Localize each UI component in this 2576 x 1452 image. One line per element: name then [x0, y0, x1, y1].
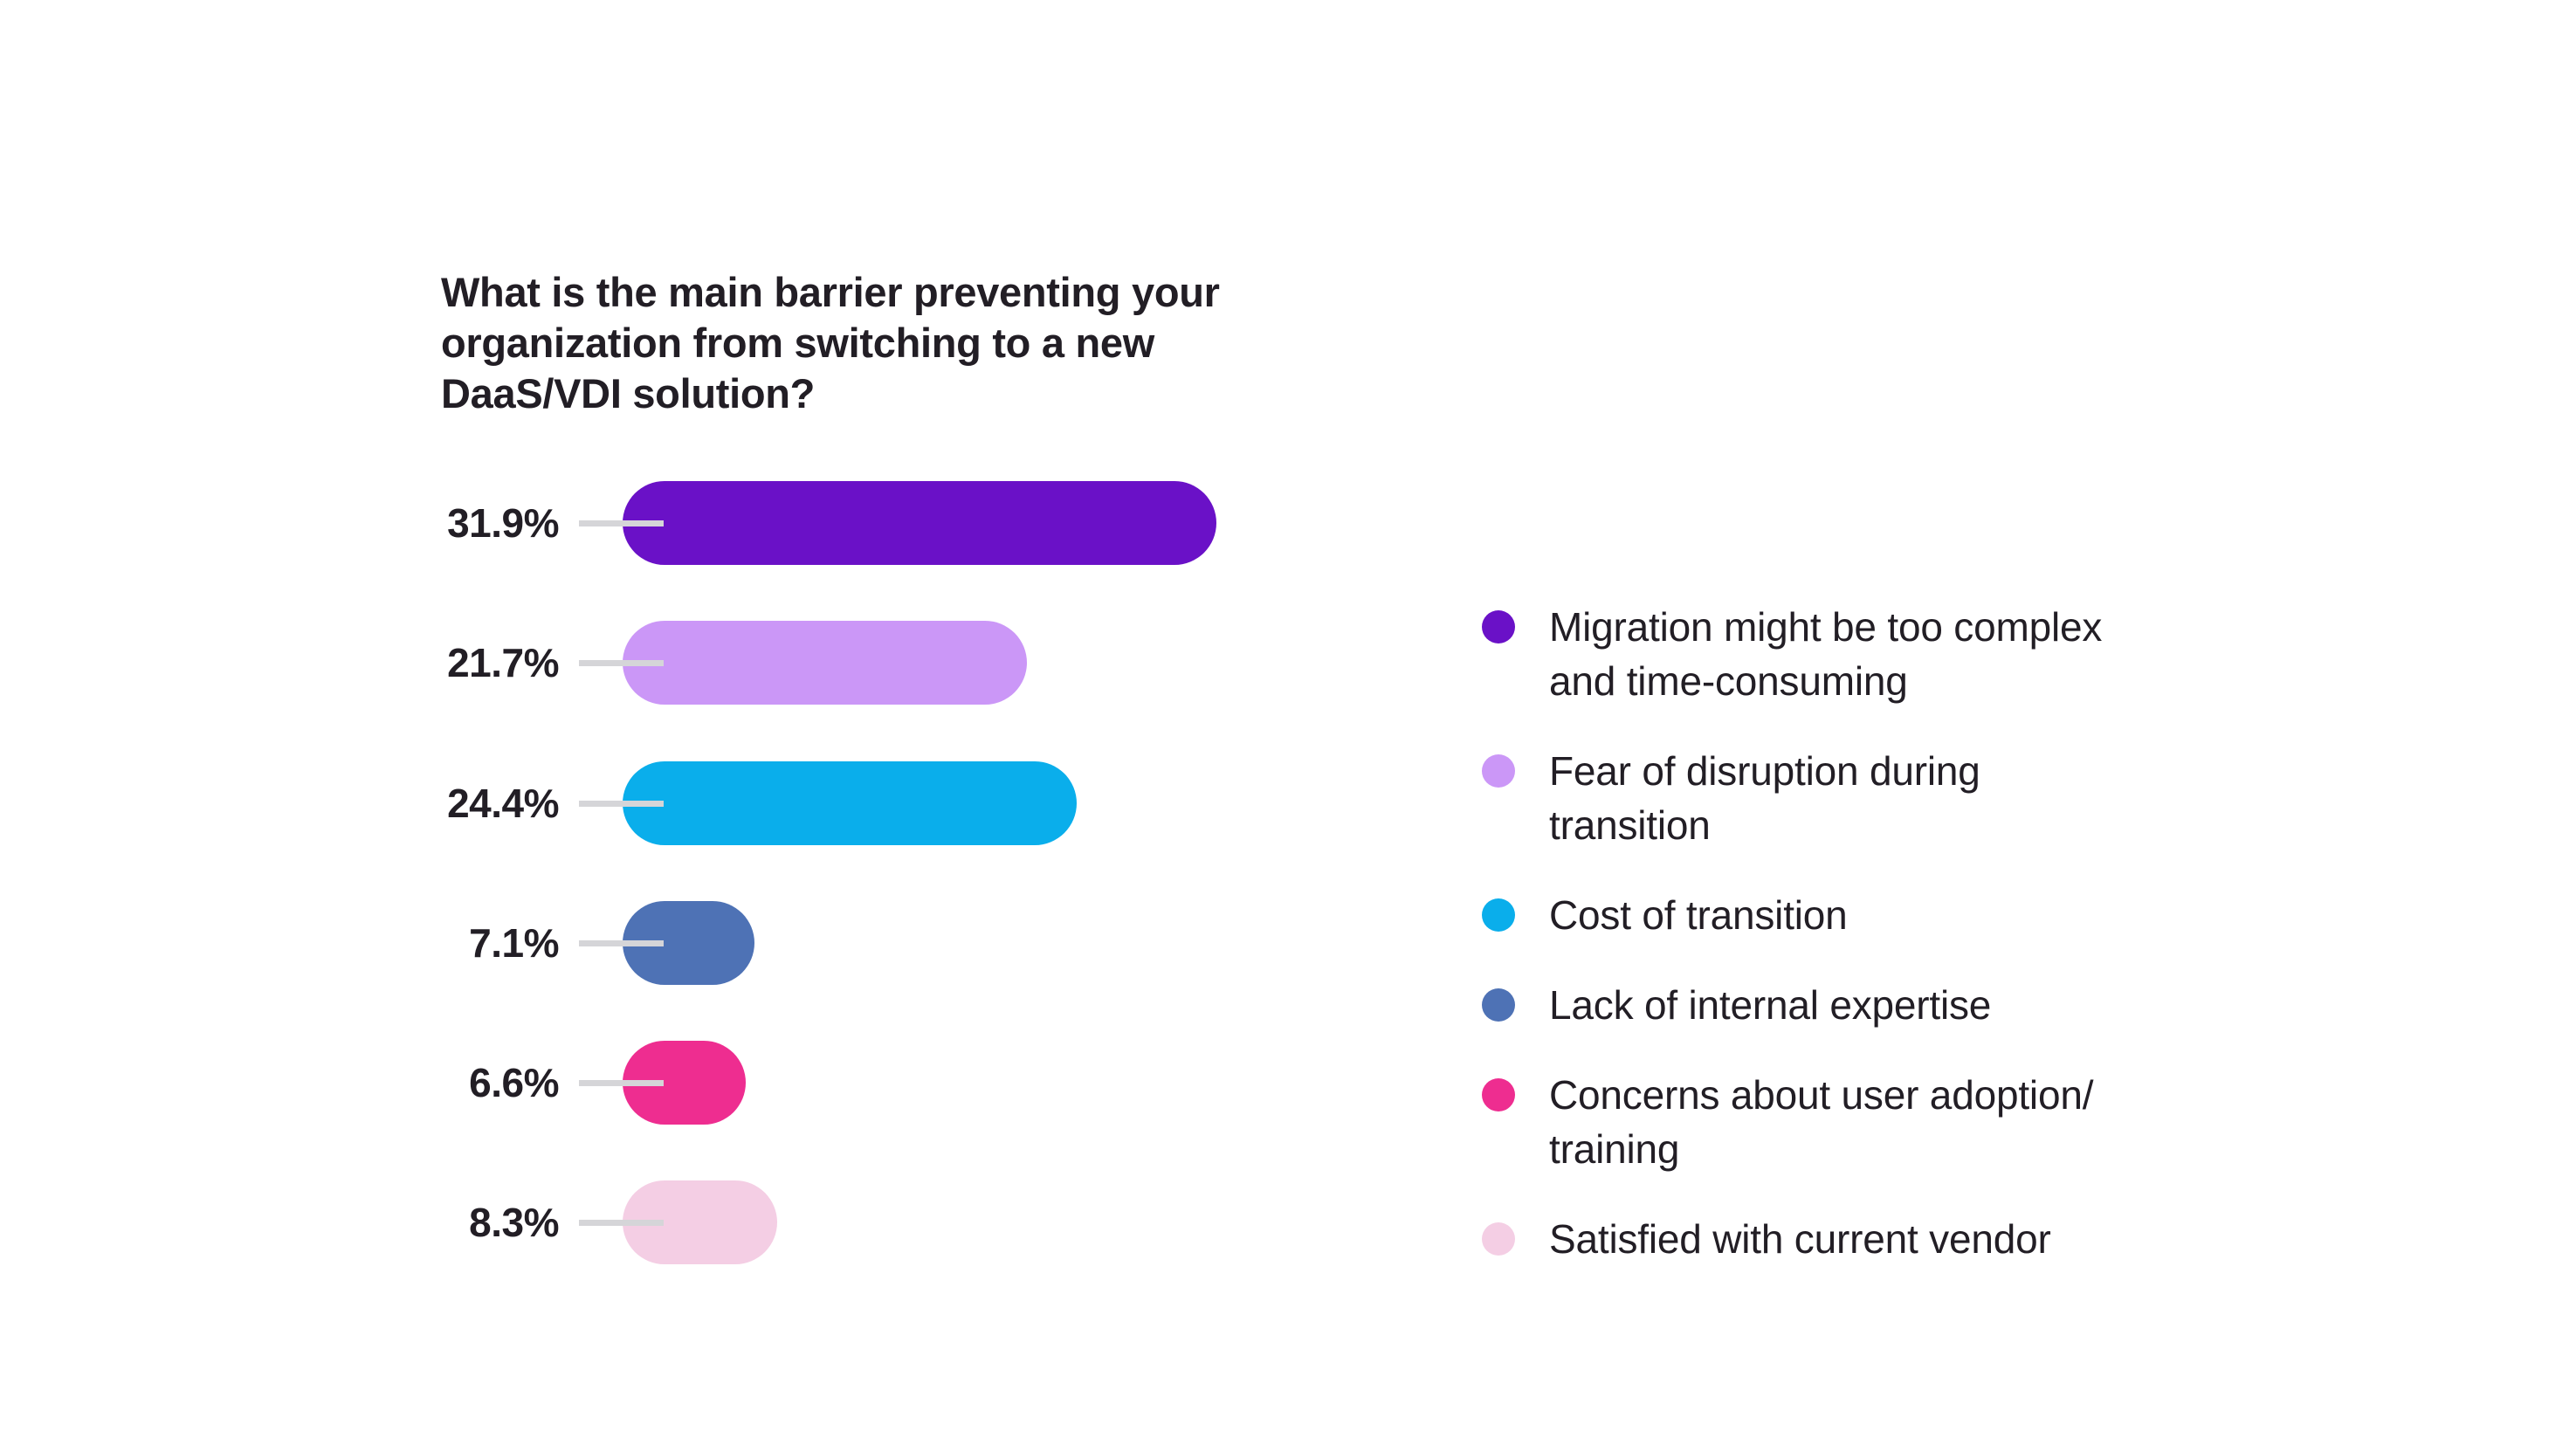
- legend-label-line: transition: [1549, 802, 1711, 848]
- bar-row: 24.4%: [0, 761, 1310, 845]
- bar-row: 7.1%: [0, 901, 1310, 985]
- legend-label-line: training: [1549, 1126, 1680, 1172]
- legend-item: Lack of internal expertise: [1482, 978, 2172, 1032]
- legend-label: Migration might be too complex and time-c…: [1549, 600, 2102, 708]
- bar-value-label: 8.3%: [469, 1200, 559, 1245]
- chart-title-line: DaaS/VDI solution?: [441, 370, 816, 416]
- bar-row: 31.9%: [0, 481, 1310, 565]
- legend-label-line: Cost of transition: [1549, 892, 1848, 938]
- chart-title: What is the main barrier preventing your…: [441, 267, 1297, 419]
- bar: [623, 761, 1077, 845]
- legend-item: Concerns about user adoption/training: [1482, 1068, 2172, 1176]
- legend-label-line: Concerns about user adoption/: [1549, 1072, 2094, 1118]
- legend-dot: [1482, 1222, 1515, 1256]
- connector-line: [579, 1080, 664, 1086]
- connector-line: [579, 940, 664, 946]
- legend-dot: [1482, 754, 1515, 788]
- bar-value-label: 6.6%: [469, 1060, 559, 1105]
- legend-label: Concerns about user adoption/training: [1549, 1068, 2093, 1176]
- chart-title-line: organization from switching to a new: [441, 320, 1154, 366]
- legend-dot: [1482, 1078, 1515, 1111]
- connector-line: [579, 1220, 664, 1226]
- legend-dot: [1482, 610, 1515, 643]
- legend-label-line: Migration might be too complex: [1549, 604, 2103, 650]
- legend-label: Lack of internal expertise: [1549, 978, 1991, 1032]
- chart-title-line: What is the main barrier preventing your: [441, 269, 1220, 315]
- bar-row: 6.6%: [0, 1041, 1310, 1125]
- legend-item: Migration might be too complex and time-c…: [1482, 600, 2172, 708]
- legend-label-line: Fear of disruption during: [1549, 748, 1980, 794]
- bar-value-label: 7.1%: [469, 920, 559, 966]
- legend-label: Cost of transition: [1549, 888, 1848, 942]
- bar: [623, 621, 1027, 705]
- legend-item: Satisfied with current vendor: [1482, 1212, 2172, 1266]
- legend-label: Satisfied with current vendor: [1549, 1212, 2051, 1266]
- bar-value-label: 21.7%: [447, 640, 559, 685]
- connector-line: [579, 520, 664, 526]
- connector-line: [579, 801, 664, 807]
- legend-label-line: Lack of internal expertise: [1549, 982, 1992, 1028]
- legend-label-line: and time-consuming: [1549, 658, 1908, 704]
- connector-line: [579, 660, 664, 666]
- legend-dot: [1482, 988, 1515, 1022]
- chart-legend: Migration might be too complex and time-c…: [1482, 600, 2172, 1266]
- legend-dot: [1482, 898, 1515, 932]
- bar: [623, 481, 1216, 565]
- legend-item: Cost of transition: [1482, 888, 2172, 942]
- legend-item: Fear of disruption during transition: [1482, 744, 2172, 852]
- bar-value-label: 24.4%: [447, 781, 559, 826]
- bar-row: 21.7%: [0, 621, 1310, 705]
- legend-label: Fear of disruption during transition: [1549, 744, 1980, 852]
- bar-value-label: 31.9%: [447, 500, 559, 546]
- bar-row: 8.3%: [0, 1180, 1310, 1264]
- legend-label-line: Satisfied with current vendor: [1549, 1216, 2051, 1262]
